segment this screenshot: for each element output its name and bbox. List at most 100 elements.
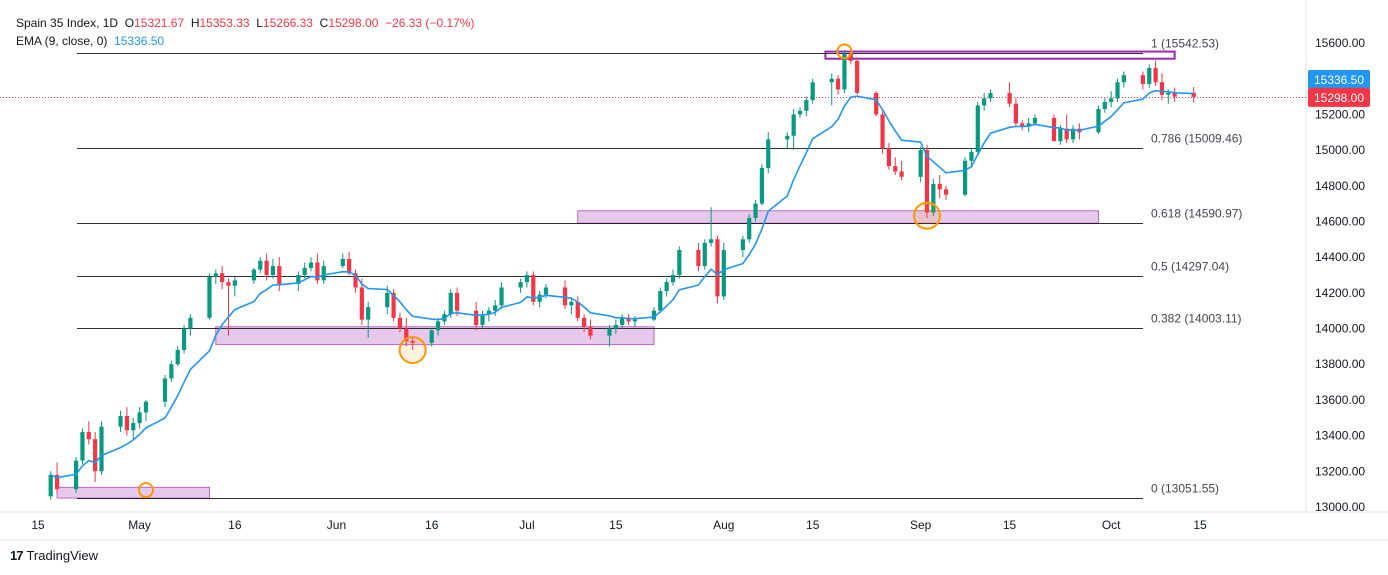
candle-body (766, 139, 771, 168)
candle-body (277, 266, 282, 284)
candle-body (486, 310, 491, 315)
candle-body (181, 328, 187, 350)
tv-logo-icon: 17 (10, 548, 24, 563)
brand-name: TradingView (26, 548, 99, 563)
candle-body (670, 275, 676, 283)
candle-body (918, 150, 923, 177)
ema-price-badge (1308, 70, 1370, 89)
candle-body (429, 330, 434, 343)
candle-body (785, 135, 790, 140)
ema-line (50, 89, 1194, 479)
highlight-circle (836, 43, 853, 60)
candle-body (137, 412, 142, 424)
candle-body (582, 317, 587, 327)
candle-body (747, 217, 752, 240)
candle-body (620, 317, 625, 325)
candle-body (740, 239, 745, 251)
candle-body (518, 282, 523, 288)
candle-body (836, 78, 841, 90)
fib-level-label: 1 (15542.53) (1151, 37, 1219, 51)
support-zone (824, 50, 1176, 60)
change-value: −26.33 (−0.17%) (385, 16, 475, 30)
candle-body (1007, 92, 1012, 104)
candle-body (397, 317, 403, 329)
candle-body (1013, 103, 1018, 124)
candle-body (797, 110, 803, 115)
candle-body (721, 250, 726, 297)
candle-body (226, 282, 231, 286)
candle-body (1140, 75, 1145, 85)
candle-body (848, 53, 853, 61)
time-tick-label: 15 (806, 518, 820, 532)
candle-body (1020, 123, 1025, 127)
candle-body (80, 432, 85, 461)
candle-body (1147, 67, 1152, 85)
fibonacci-retracement[interactable]: 1 (15542.53) 0.786 (15009.46) 0.618 (14590… (77, 37, 1242, 499)
candle-body (677, 250, 682, 275)
candle-body (702, 242, 707, 267)
candle-body (347, 258, 352, 274)
price-tick-label: 13800.00 (1315, 357, 1365, 371)
price-tick-label: 15000.00 (1315, 143, 1365, 157)
candle-body (455, 292, 460, 311)
candle-body (874, 92, 879, 115)
candlestick-series (48, 50, 1196, 500)
fib-level-label: 0.618 (14590.97) (1151, 207, 1242, 221)
time-tick-label: May (128, 518, 151, 532)
time-tick-label: Sep (910, 518, 932, 532)
candle-body (315, 262, 320, 281)
candle-body (493, 305, 498, 311)
candle-body (270, 266, 276, 275)
candle-body (1064, 128, 1069, 140)
candle-body (48, 474, 53, 497)
ema-value: 15336.50 (114, 34, 165, 48)
fib-level-label: 0.786 (15009.46) (1151, 132, 1242, 146)
low-value: 15266.33 (262, 16, 313, 30)
ohlc-legend[interactable]: Spain 35 Index, 1D O15321.67 H15353.33 L… (16, 14, 474, 32)
candle-body (709, 239, 714, 243)
candle-body (391, 292, 396, 318)
candle-body (531, 275, 536, 302)
highlight-circle (913, 201, 941, 230)
candle-body (232, 280, 237, 286)
candle-body (626, 317, 631, 322)
candle-body (943, 189, 949, 195)
highlight-circles (137, 43, 941, 499)
candle-body (1102, 101, 1107, 110)
candle-body (937, 183, 942, 190)
candle-body (296, 275, 301, 284)
candle-body (810, 82, 815, 101)
candle-body (93, 439, 98, 472)
support-zone (577, 210, 1099, 224)
candle-body (124, 415, 129, 431)
candle-body (143, 401, 149, 413)
ema-legend[interactable]: EMA (9, close, 0) 15336.50 (16, 32, 474, 50)
support-zone (215, 326, 655, 346)
candle-body (1070, 128, 1076, 140)
candle-body (975, 105, 980, 152)
highlight-circle (137, 482, 154, 499)
ema-9-line (50, 89, 1194, 479)
candle-body (1153, 67, 1158, 83)
candle-body (588, 326, 593, 336)
candle-body (855, 60, 860, 93)
candle-body (931, 183, 936, 213)
price-tick-label: 15200.00 (1315, 107, 1365, 121)
close-label: C (319, 16, 329, 30)
candle-body (302, 267, 307, 275)
candle-body (880, 114, 885, 149)
time-tick-label: Oct (1102, 518, 1121, 532)
price-axis[interactable]: 13000.00 13200.00 13400.00 13600.00 13800.00… (1308, 36, 1370, 514)
candle-body (537, 294, 542, 302)
candle-body (86, 432, 91, 440)
high-label: H (190, 16, 200, 30)
support-zones (56, 50, 1176, 499)
time-tick-label: 15 (609, 518, 623, 532)
time-axis[interactable]: 15 May 16 Jun 16 Jul 15 Aug 15 Sep 15 Oct 15 (31, 518, 1207, 532)
candle-body (829, 78, 834, 83)
tradingview-logo[interactable]: 17 TradingView (10, 548, 98, 563)
ema-label: EMA (9, close, 0) (16, 34, 108, 48)
candle-body (448, 292, 453, 315)
candle-body (385, 292, 390, 308)
